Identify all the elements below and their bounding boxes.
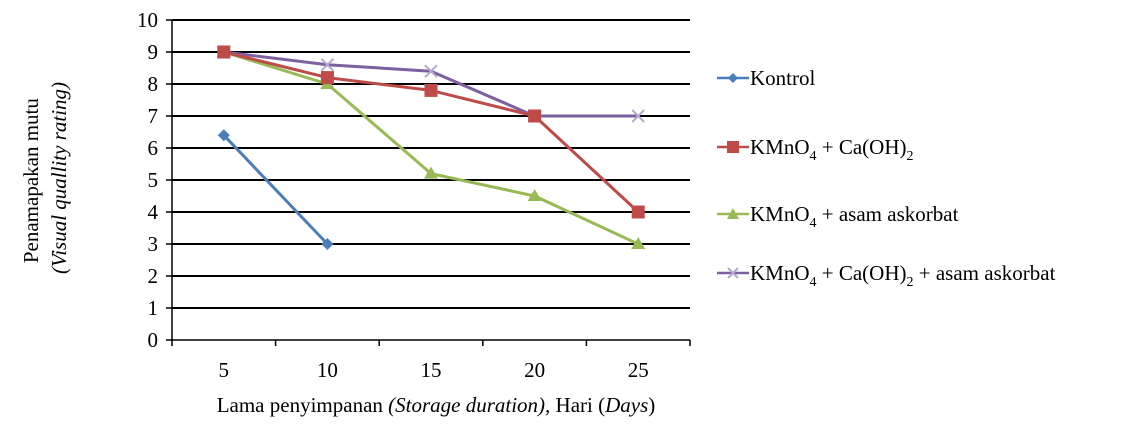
data-point [424, 83, 438, 97]
x-tick-labels: 5 10 15 20 25 [219, 358, 649, 382]
series-1 [217, 45, 645, 219]
grid-lines [172, 19, 690, 309]
data-point [631, 109, 645, 123]
series-line-1 [223, 50, 640, 214]
y-tick-label: 8 [148, 72, 159, 96]
x-tick-label: 15 [421, 358, 442, 382]
y-tick-label: 3 [148, 232, 159, 256]
y-axis-title: Penamapakan mutu (Visual quallity rating… [19, 82, 71, 274]
axes [166, 19, 691, 346]
data-point-stroke [424, 64, 438, 78]
data-point [320, 58, 335, 72]
legend-marker-kmno4-caoh2 [727, 141, 739, 153]
y-tick-label: 9 [148, 40, 159, 64]
legend-item-kmno4-asam-askorbat: KMnO4 + asam askorbat [717, 202, 959, 231]
series-0 [217, 129, 334, 250]
data-point [217, 45, 231, 59]
legend-label-kmno4-asam-askorbat: KMnO4 + asam askorbat [750, 202, 959, 231]
data-point [320, 71, 334, 85]
y-tick-label: 6 [148, 136, 159, 160]
x-tick-label: 25 [628, 358, 649, 382]
series-line-0 [222, 134, 329, 246]
legend-label-kmno4-caoh2: KMnO4 + Ca(OH)2 [750, 135, 914, 164]
y-tick-labels: 0 1 2 3 4 5 6 7 8 9 10 [137, 8, 159, 352]
legend-item-kmno4-caoh2: KMnO4 + Ca(OH)2 [717, 135, 914, 164]
x-tick-label: 20 [524, 358, 545, 382]
legend-marker-kmno4-caoh2-asam-askorbat [727, 267, 739, 279]
data-point [631, 237, 646, 249]
x-tick-label: 10 [317, 358, 338, 382]
x-tick-label: 5 [219, 358, 230, 382]
data-point [527, 189, 542, 201]
y-tick-label: 4 [148, 200, 159, 224]
data-point [424, 64, 438, 78]
data-point [217, 129, 230, 142]
data-point-stroke [320, 58, 335, 72]
y-tick-label: 1 [148, 296, 159, 320]
y-tick-label: 7 [148, 104, 159, 128]
x-axis-title: Lama penyimpanan (Storage duration), Har… [217, 393, 656, 417]
legend-label-kontrol: Kontrol [750, 66, 815, 90]
data-point [528, 109, 542, 123]
legend-item-kontrol: Kontrol [717, 66, 815, 90]
y-tick-label: 5 [148, 168, 159, 192]
y-tick-label: 0 [148, 328, 159, 352]
series-layer [216, 45, 646, 250]
data-point-stroke [631, 109, 645, 123]
y-tick-label: 2 [148, 264, 159, 288]
legend-item-kmno4-caoh2-asam-askorbat: KMnO4 + Ca(OH)2 + asam askorbat [717, 261, 1056, 290]
y-tick-label: 10 [137, 8, 158, 32]
legend-label-kmno4-caoh2-asam-askorbat: KMnO4 + Ca(OH)2 + asam askorbat [750, 261, 1056, 290]
legend-marker-kmno4-asam-askorbat [727, 208, 739, 219]
legend-marker-kontrol [728, 73, 738, 83]
data-point [321, 238, 334, 250]
data-point [424, 166, 438, 179]
data-point [631, 205, 645, 219]
legend: Kontrol KMnO4 + Ca(OH)2 KMnO4 + asam ask… [717, 66, 1056, 290]
